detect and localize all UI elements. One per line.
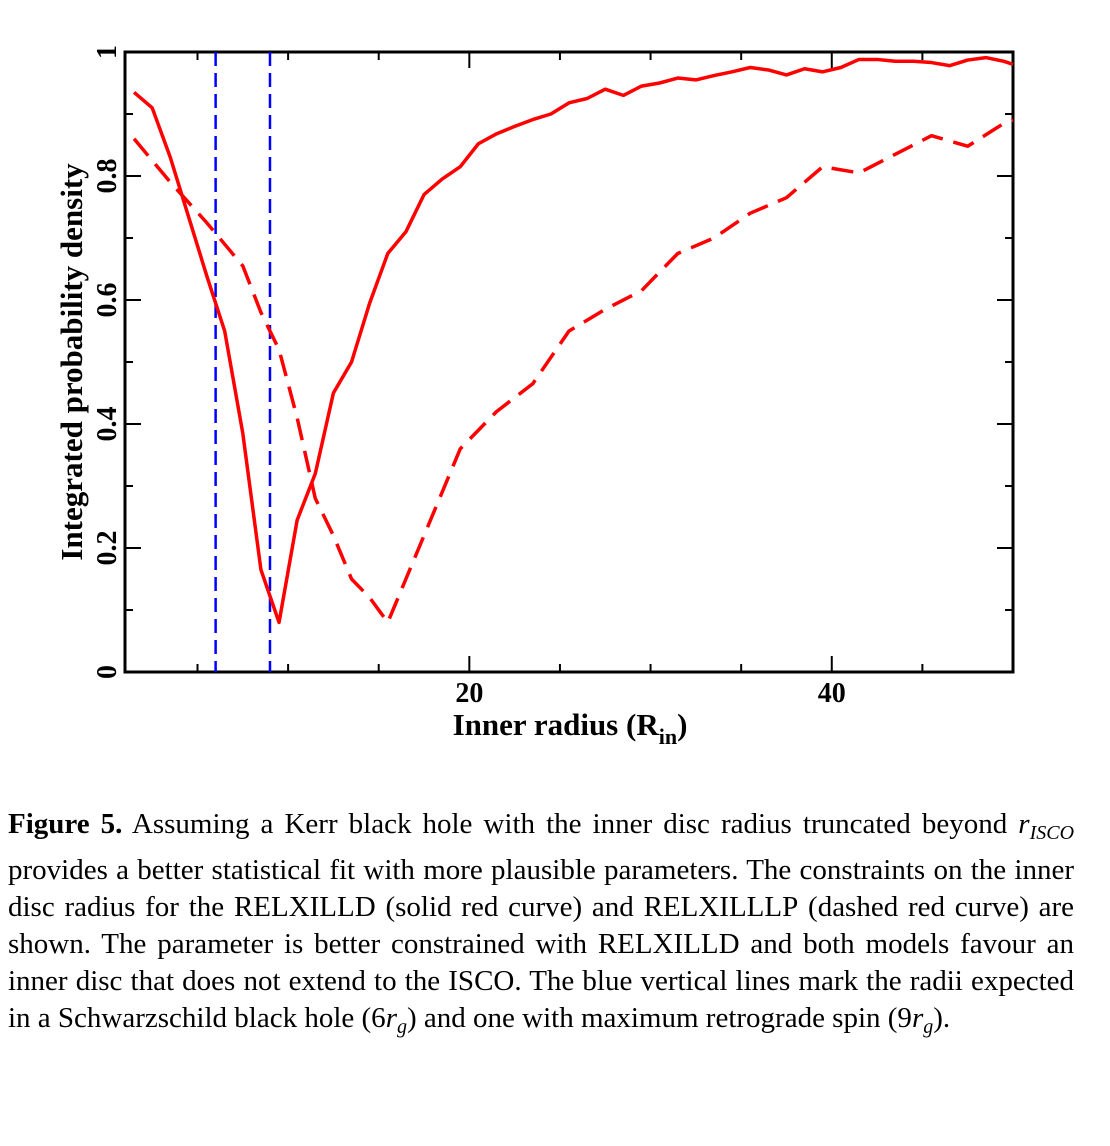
caption-rg-1: rg bbox=[385, 1002, 407, 1038]
data-series bbox=[132, 55, 1014, 625]
y-tick-label: 0.8 bbox=[92, 159, 123, 194]
x-tick-label: 20 bbox=[455, 678, 483, 709]
y-tick-label: 0 bbox=[92, 665, 123, 679]
caption-text-6: ) and one with maximum retrograde spin (… bbox=[406, 1002, 912, 1034]
caption-label: Figure 5. bbox=[8, 808, 123, 840]
y-tick-label: 0.4 bbox=[92, 407, 123, 442]
x-tick-label: 40 bbox=[818, 678, 846, 709]
caption-text-1: Assuming a Kerr black hole with the inne… bbox=[131, 808, 1008, 840]
tick-labels: 20 40 0 0.2 0.4 0.6 0.8 1 bbox=[92, 45, 846, 709]
caption-model-relxilld-2: RELXILLD bbox=[597, 928, 740, 960]
caption-text-7: ). bbox=[933, 1002, 951, 1034]
caption-model-relxilllp: RELXILLLP bbox=[643, 891, 799, 923]
y-tick-label: 1 bbox=[92, 45, 123, 59]
reference-lines bbox=[214, 52, 272, 672]
caption-rg-2: rg bbox=[911, 1002, 934, 1038]
dashed-curve-relxilllp bbox=[132, 118, 1014, 625]
solid-curve-relxilld bbox=[132, 55, 1014, 625]
y-tick-label: 0.2 bbox=[92, 531, 123, 566]
caption-text-3: (solid red curve) and bbox=[385, 891, 634, 923]
caption-text-4: (dashed red curve) are shown. The parame… bbox=[8, 891, 1075, 960]
figure-5-chart: 20 40 0 0.2 0.4 0.6 0.8 1 Inner radius (Rin) In… bbox=[54, 45, 1015, 749]
y-tick-label: 0.6 bbox=[92, 283, 123, 318]
x-axis-label: Inner radius (Rin) bbox=[453, 707, 688, 749]
figure-caption: Figure 5. Assuming a Kerr black hole wit… bbox=[8, 806, 1074, 1046]
caption-r-isco: rISCO bbox=[1018, 808, 1075, 844]
plot-frame bbox=[123, 50, 1015, 674]
caption-text-2: provides a better statistical fit with m… bbox=[8, 854, 1074, 923]
caption-text-5: and both models favour an inner disc tha… bbox=[8, 928, 1074, 1034]
axis-ticks bbox=[125, 51, 1014, 673]
caption-model-relxilld: RELXILLD bbox=[233, 891, 376, 923]
y-axis-label: Integrated probability density bbox=[54, 163, 89, 561]
